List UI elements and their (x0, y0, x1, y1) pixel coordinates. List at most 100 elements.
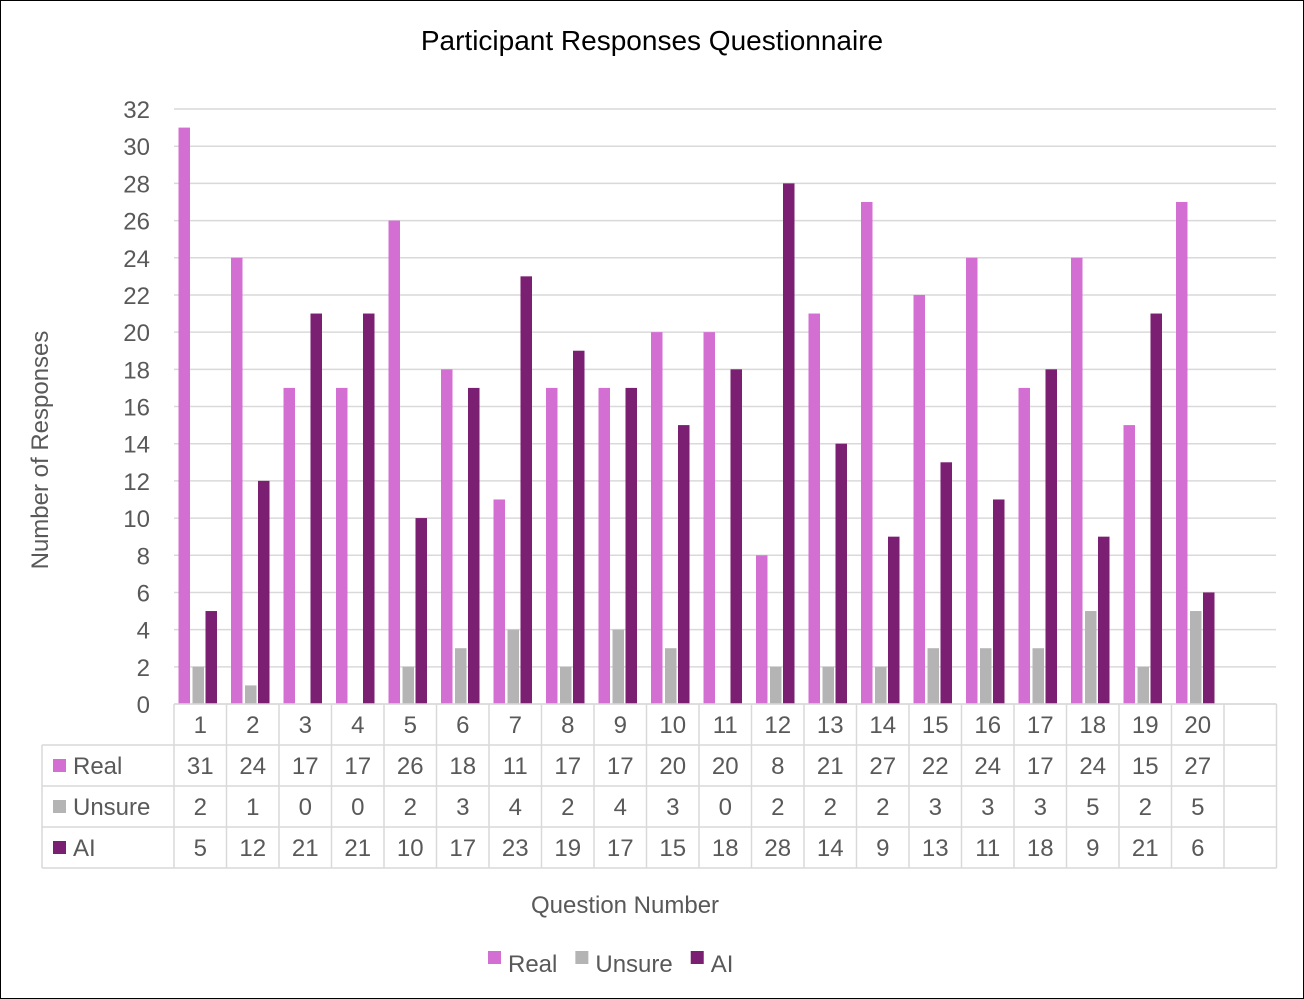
table-cell: 9 (876, 835, 889, 862)
table-cell: 21 (817, 753, 844, 780)
table-cell: 18 (449, 753, 476, 780)
y-tick-label: 20 (123, 320, 150, 347)
table-cell: 6 (1191, 835, 1204, 862)
bar-unsure-q20 (1190, 611, 1202, 704)
x-tick-label: 4 (351, 712, 364, 739)
table-cell: 11 (975, 835, 1000, 862)
y-tick-label: 28 (123, 171, 150, 198)
x-tick-label: 1 (194, 712, 207, 739)
table-legend-key (53, 841, 66, 854)
bar-ai-q4 (363, 313, 375, 704)
table-cell: 17 (344, 753, 371, 780)
x-tick-label: 11 (713, 712, 738, 739)
bar-unsure-q16 (980, 648, 992, 704)
table-cell: 27 (869, 753, 896, 780)
x-tick-label: 2 (246, 712, 259, 739)
bar-real-q20 (1176, 201, 1188, 704)
table-legend-key (53, 800, 66, 813)
bar-real-q10 (651, 332, 663, 704)
bar-ai-q13 (835, 443, 847, 704)
x-tick-label: 6 (456, 712, 469, 739)
bar-unsure-q18 (1085, 611, 1097, 704)
table-cell: 14 (817, 835, 844, 862)
table-cell: 5 (1191, 794, 1204, 821)
bar-unsure-q2 (245, 685, 257, 704)
table-cell: 15 (1132, 753, 1159, 780)
bar-unsure-q14 (875, 666, 887, 704)
table-cell: 2 (876, 794, 889, 821)
bar-ai-q18 (1098, 536, 1110, 704)
table-cell: 28 (764, 835, 791, 862)
bar-real-q19 (1123, 425, 1135, 704)
table-series-label: Real (73, 753, 122, 780)
table-cell: 3 (1034, 794, 1047, 821)
table-cell: 20 (712, 753, 739, 780)
table-cell: 2 (1139, 794, 1152, 821)
x-tick-label: 3 (299, 712, 312, 739)
bar-unsure-q19 (1137, 666, 1149, 704)
table-legend-key (53, 759, 66, 772)
table-cell: 2 (824, 794, 837, 821)
bar-real-q4 (336, 387, 348, 704)
y-tick-label: 10 (123, 506, 150, 533)
y-tick-label: 6 (137, 580, 150, 607)
bar-ai-q19 (1150, 313, 1162, 704)
bar-real-q8 (546, 387, 558, 704)
table-cell: 26 (397, 753, 424, 780)
x-tick-label: 10 (659, 712, 686, 739)
bar-real-q5 (388, 220, 400, 704)
y-axis-label: Number of Responses (27, 331, 54, 570)
bar-ai-q10 (678, 425, 690, 704)
chart-title: Participant Responses Questionnaire (421, 25, 883, 56)
bar-ai-q5 (415, 518, 427, 704)
bar-ai-q15 (940, 462, 952, 704)
legend-key-real (488, 951, 501, 964)
y-tick-label: 26 (123, 209, 150, 236)
bar-ai-q8 (573, 350, 585, 704)
x-tick-label: 13 (817, 712, 844, 739)
x-tick-label: 12 (764, 712, 791, 739)
bar-real-q6 (441, 369, 453, 704)
y-tick-label: 14 (123, 432, 150, 459)
y-tick-label: 22 (123, 283, 150, 310)
bar-ai-q12 (783, 183, 795, 704)
table-cell: 3 (666, 794, 679, 821)
x-tick-label: 19 (1132, 712, 1159, 739)
table-cell: 20 (659, 753, 686, 780)
x-axis-label: Question Number (531, 892, 719, 919)
bar-unsure-q13 (822, 666, 834, 704)
bar-real-q16 (966, 257, 978, 704)
legend: Real Unsure AI (488, 951, 733, 978)
bar-real-q3 (283, 387, 295, 704)
bar-ai-q14 (888, 536, 900, 704)
table-cell: 0 (351, 794, 364, 821)
bar-real-q9 (598, 387, 610, 704)
bar-unsure-q17 (1032, 648, 1044, 704)
bar-unsure-q9 (612, 629, 624, 704)
y-tick-label: 24 (123, 246, 150, 273)
table-cell: 23 (502, 835, 529, 862)
bar-real-q1 (178, 127, 190, 704)
table-cell: 2 (771, 794, 784, 821)
table-cell: 5 (1086, 794, 1099, 821)
legend-label-ai: AI (711, 951, 734, 978)
table-cell: 17 (292, 753, 319, 780)
table-cell: 27 (1184, 753, 1211, 780)
bar-ai-q7 (520, 276, 532, 704)
x-tick-label: 18 (1079, 712, 1106, 739)
bar-real-q14 (861, 201, 873, 704)
table-cell: 3 (929, 794, 942, 821)
bar-ai-q1 (205, 611, 217, 704)
table-cell: 3 (981, 794, 994, 821)
x-tick-label: 7 (509, 712, 522, 739)
x-tick-label: 5 (404, 712, 417, 739)
table-cell: 3 (456, 794, 469, 821)
bar-ai-q6 (468, 387, 480, 704)
table-cell: 24 (974, 753, 1001, 780)
y-tick-label: 0 (137, 692, 150, 719)
table-cell: 10 (397, 835, 424, 862)
table-cell: 17 (449, 835, 476, 862)
